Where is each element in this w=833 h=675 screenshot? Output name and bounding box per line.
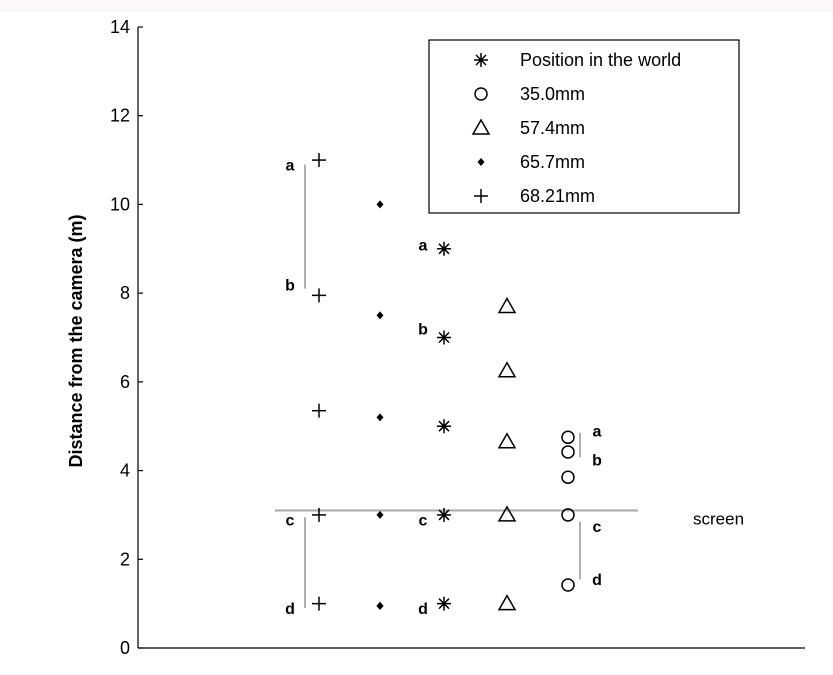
legend-label: 35.0mm <box>520 84 585 104</box>
point-circle <box>561 578 575 592</box>
legend-label: Position in the world <box>520 50 681 70</box>
point-diamond <box>376 311 384 320</box>
annotation-label: b <box>285 277 295 294</box>
point-diamond <box>376 510 384 519</box>
point-diamond <box>376 601 384 610</box>
annotation-label: c <box>286 512 295 529</box>
point-plus <box>312 596 326 611</box>
annotation-label: c <box>419 512 428 529</box>
legend-marker-asterisk <box>474 53 488 67</box>
point-triangle <box>497 432 517 449</box>
y-axis-label: Distance from the camera (m) <box>66 214 86 467</box>
annotation-label: d <box>418 601 428 618</box>
point-plus <box>312 153 326 168</box>
y-tick-label: 4 <box>120 461 130 481</box>
y-tick-label: 6 <box>120 372 130 392</box>
point-triangle <box>497 296 517 314</box>
point-plus <box>312 507 326 522</box>
legend-entry: 57.4mm <box>471 118 585 138</box>
point-circle <box>561 445 575 459</box>
annotation-label: d <box>592 572 602 589</box>
point-triangle <box>497 505 517 522</box>
y-tick-label: 2 <box>120 549 130 569</box>
y-tick-label: 0 <box>120 638 130 658</box>
legend-entry: 68.21mm <box>474 186 595 206</box>
point-asterisk <box>437 241 451 256</box>
point-circle <box>561 508 575 522</box>
guide-lines <box>304 164 581 609</box>
top-strip <box>0 0 833 12</box>
point-plus <box>312 288 326 303</box>
point-plus <box>312 403 326 418</box>
point-diamond <box>376 413 384 422</box>
legend-label: 65.7mm <box>520 152 585 172</box>
legend-box <box>428 39 740 214</box>
data-points <box>312 153 575 611</box>
legend-marker-diamond <box>477 158 485 166</box>
point-triangle <box>497 594 517 611</box>
legend-entry: 35.0mm <box>474 84 585 104</box>
annotation-label: a <box>593 424 602 441</box>
annotation-label: b <box>418 322 428 339</box>
legend: Position in the world 35.0mm 57.4mm 65.7mm 6… <box>428 39 740 214</box>
y-tick-label: 8 <box>120 283 130 303</box>
y-tick-label: 14 <box>110 17 130 37</box>
legend-label: 57.4mm <box>520 118 585 138</box>
legend-marker-plus <box>474 189 488 203</box>
point-asterisk <box>437 419 451 434</box>
annotation-label: c <box>593 519 602 536</box>
y-tick-label: 10 <box>110 194 130 214</box>
annotation-label: b <box>592 452 602 469</box>
point-circle <box>561 470 575 484</box>
point-asterisk <box>437 507 451 522</box>
legend-marker-triangle <box>471 118 491 135</box>
screen-label: screen <box>693 509 744 528</box>
point-triangle <box>497 361 517 378</box>
legend-entry: Position in the world <box>474 50 681 70</box>
point-asterisk <box>437 330 451 345</box>
legend-entry: 65.7mm <box>477 152 585 172</box>
axis: 0 2 4 6 8 10 12 14 <box>110 17 805 658</box>
y-tick-label: 12 <box>110 106 130 126</box>
screen-reference: screen <box>275 509 744 528</box>
annotation-label: a <box>286 158 295 175</box>
legend-marker-circle <box>474 87 488 101</box>
legend-label: 68.21mm <box>520 186 595 206</box>
annotation-label: d <box>285 601 295 618</box>
point-asterisk <box>437 596 451 611</box>
point-circle <box>561 430 575 445</box>
point-diamond <box>376 200 384 209</box>
annotation-label: a <box>419 237 428 254</box>
